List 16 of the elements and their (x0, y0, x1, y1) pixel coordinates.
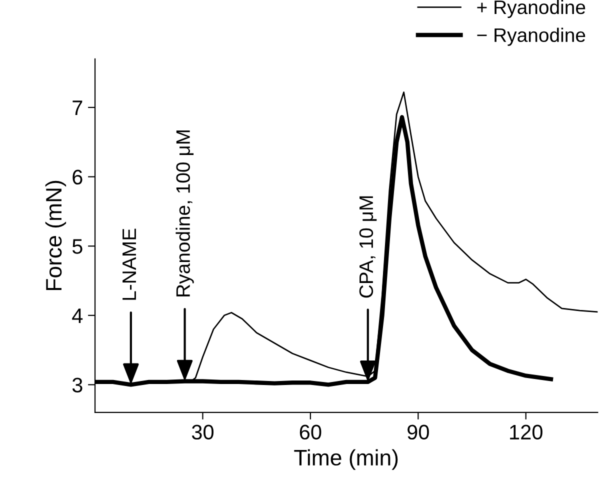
annotation: CPA, 10 μM (359, 196, 377, 298)
x-tick-label: 60 (300, 424, 322, 440)
annotation: Ryanodine, 100 μM (176, 130, 194, 296)
x-tick-label: 30 (192, 424, 214, 440)
y-tick-label: 7 (72, 100, 82, 115)
y-tick-label: 4 (72, 308, 83, 323)
legend-label: − Ryanodine (477, 28, 586, 46)
y-tick-label: 6 (72, 170, 82, 185)
y-tick-label: 5 (72, 239, 82, 254)
y-tick-label: 3 (72, 378, 82, 392)
legend-label: + Ryanodine (477, 0, 586, 18)
annotation: L-NAME (122, 228, 136, 300)
x-tick-label: 90 (408, 424, 429, 440)
x-tick-label: 120 (510, 424, 542, 440)
y-axis-title: Force (mN) (45, 180, 66, 290)
x-axis-title: Time (min) (294, 449, 398, 470)
